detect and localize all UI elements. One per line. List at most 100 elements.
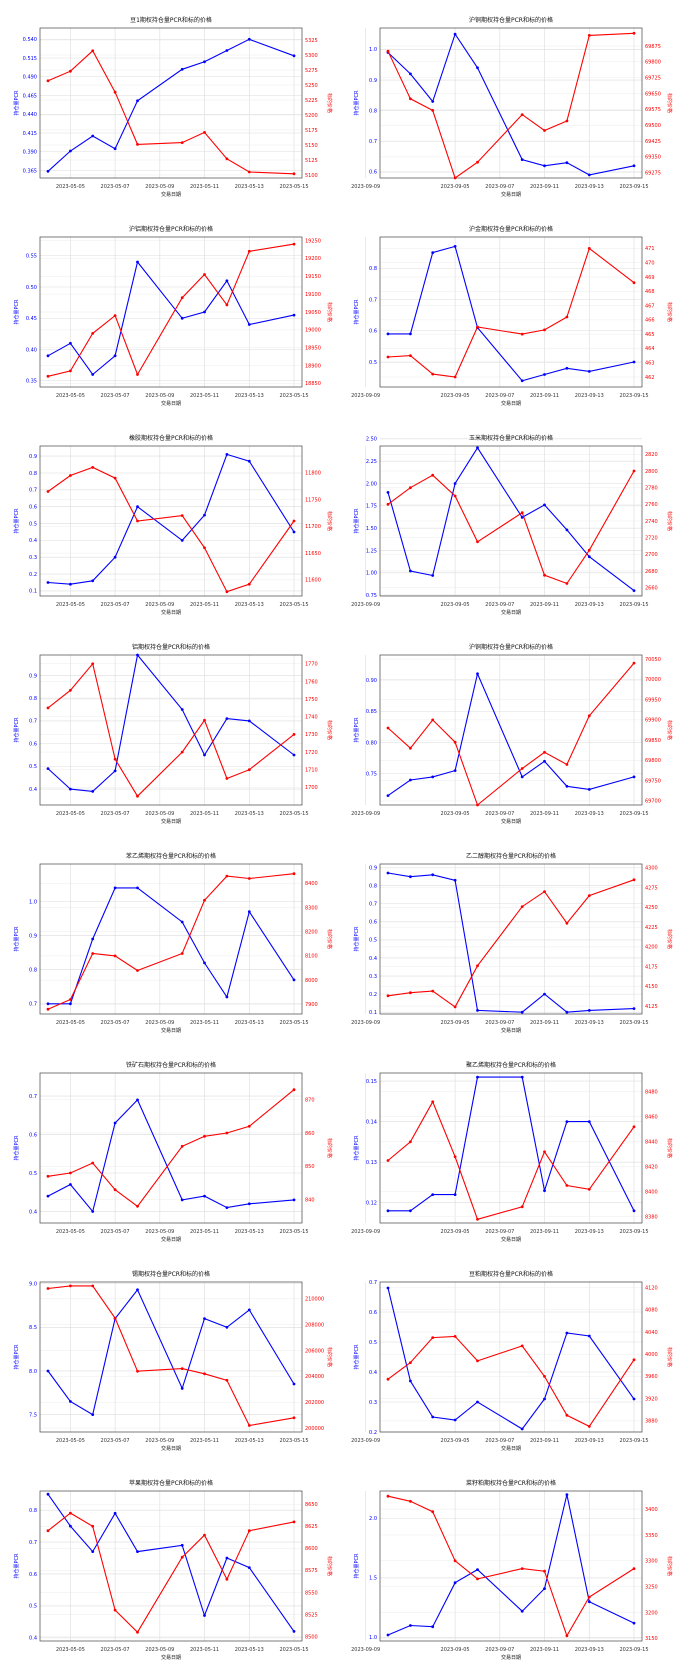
data-point-pcr bbox=[453, 32, 457, 36]
data-point-pcr bbox=[476, 1075, 479, 1079]
y-tick-label-right: 19250 bbox=[305, 238, 321, 244]
data-point-pcr bbox=[247, 323, 251, 326]
x-tick-label: 2023-09-15 bbox=[619, 602, 648, 608]
y-tick-label-left: 0.7 bbox=[369, 1280, 377, 1286]
series-line-price bbox=[387, 1335, 635, 1428]
data-point-price bbox=[113, 1608, 117, 1612]
y-tick-label-right: 69800 bbox=[645, 60, 661, 66]
data-point-price bbox=[180, 1555, 184, 1559]
y-tick-label-right: 3880 bbox=[645, 1419, 658, 1425]
y-tick-label-right: 204000 bbox=[305, 1374, 324, 1380]
plot-frame bbox=[379, 1490, 643, 1642]
data-point-price bbox=[136, 1630, 139, 1634]
data-point-price bbox=[632, 1567, 636, 1570]
y-axis-label-left: 持仓量PCR bbox=[13, 717, 20, 743]
y-tick-label-right: 202000 bbox=[305, 1400, 324, 1406]
y-tick-label-left: 0.7 bbox=[29, 488, 37, 494]
data-point-price bbox=[520, 767, 524, 770]
x-tick-label: 2023-05-13 bbox=[235, 1438, 264, 1444]
series-line-pcr bbox=[387, 446, 635, 592]
x-tick-label: 2023-05-15 bbox=[279, 1438, 308, 1444]
data-point-price bbox=[520, 1205, 524, 1209]
data-point-pcr bbox=[520, 775, 524, 779]
data-point-pcr bbox=[203, 310, 206, 314]
x-tick-label: 2023-05-13 bbox=[235, 811, 264, 817]
data-point-pcr bbox=[386, 332, 390, 336]
x-axis-label: 交易日期 bbox=[161, 1654, 181, 1661]
y-tick-label-left: 0.9 bbox=[29, 673, 37, 679]
y-tick-label-right: 8380 bbox=[645, 1215, 658, 1221]
data-point-price bbox=[203, 1533, 206, 1537]
y-tick-label-right: 1710 bbox=[305, 768, 318, 774]
data-point-pcr bbox=[476, 446, 479, 450]
chart-title: 苯乙烯期权持仓量PCR和标的价格 bbox=[126, 852, 216, 860]
data-point-price bbox=[292, 733, 296, 736]
y-tick-label-right: 8480 bbox=[645, 1090, 658, 1096]
data-point-pcr bbox=[543, 1189, 546, 1192]
x-axis-label: 交易日期 bbox=[501, 1445, 521, 1452]
x-tick-label: 2023-05-11 bbox=[190, 811, 219, 817]
data-point-pcr bbox=[180, 316, 184, 320]
series-line-price bbox=[47, 873, 295, 1010]
data-point-price bbox=[520, 1567, 524, 1570]
data-point-pcr bbox=[136, 1098, 139, 1102]
data-point-pcr bbox=[431, 775, 435, 779]
x-tick-label: 2023-05-15 bbox=[279, 1229, 308, 1235]
x-tick-label: 2023-05-05 bbox=[56, 184, 85, 190]
x-tick-label: 2023-09-15 bbox=[619, 1229, 648, 1235]
series-line-price bbox=[387, 247, 635, 378]
chart-3: 2023-05-05 2023-05-07 2023-05-09 2023-05-11… bbox=[13, 225, 333, 407]
data-point-pcr bbox=[587, 1120, 591, 1123]
x-tick-label: 2023-09-09 bbox=[351, 1438, 380, 1444]
data-point-pcr bbox=[453, 1418, 457, 1422]
plot-frame bbox=[379, 445, 643, 597]
series-line-price bbox=[47, 1512, 295, 1634]
data-point-price bbox=[203, 546, 206, 550]
y-axis-label-right: 标的价格 bbox=[666, 302, 673, 322]
data-point-pcr bbox=[180, 708, 184, 711]
data-point-price bbox=[203, 1372, 206, 1376]
y-tick-label-left: 0.85 bbox=[366, 709, 377, 715]
data-point-pcr bbox=[46, 1369, 50, 1373]
data-point-price bbox=[136, 143, 139, 146]
x-tick-label: 2023-09-11 bbox=[530, 1020, 559, 1026]
series-line-price bbox=[47, 49, 295, 175]
data-point-price bbox=[46, 1529, 50, 1533]
x-tick-label: 2023-05-11 bbox=[190, 184, 219, 190]
x-tick-label: 2023-05-07 bbox=[101, 1647, 130, 1653]
x-tick-label: 2023-05-05 bbox=[56, 393, 85, 399]
data-point-pcr bbox=[565, 1493, 569, 1496]
y-axis-label-right: 标的价格 bbox=[326, 720, 333, 740]
y-axis-label-left: 持仓量PCR bbox=[353, 1344, 360, 1370]
chart-16: 2023-09-05 2023-09-07 2023-09-09 2023-09-11… bbox=[351, 1479, 673, 1661]
data-point-pcr bbox=[409, 72, 412, 76]
y-axis-label-right: 标的价格 bbox=[666, 720, 673, 740]
data-point-pcr bbox=[587, 1334, 591, 1338]
y-tick-label-right: 69750 bbox=[645, 778, 661, 784]
data-point-price bbox=[247, 170, 251, 174]
data-point-pcr bbox=[69, 1524, 72, 1528]
y-tick-label-right: 4125 bbox=[645, 1004, 658, 1010]
data-point-price bbox=[632, 1125, 636, 1129]
y-tick-label-left: 0.9 bbox=[369, 78, 377, 84]
x-tick-label: 2023-09-05 bbox=[441, 393, 470, 399]
data-point-pcr bbox=[632, 589, 636, 592]
data-point-price bbox=[203, 718, 206, 722]
data-point-price bbox=[113, 90, 117, 94]
y-tick-label-left: 0.1 bbox=[29, 589, 37, 595]
data-point-pcr bbox=[136, 886, 139, 890]
y-tick-label-right: 11800 bbox=[305, 471, 321, 477]
data-point-price bbox=[113, 1316, 117, 1320]
data-point-price bbox=[453, 1155, 457, 1159]
series-line-pcr bbox=[47, 1288, 295, 1416]
data-point-pcr bbox=[476, 672, 479, 676]
y-axis-label-left: 持仓量PCR bbox=[13, 1135, 20, 1161]
y-tick-label-left: 0.7 bbox=[29, 719, 37, 725]
data-point-pcr bbox=[225, 49, 229, 52]
y-axis-label-left: 持仓量PCR bbox=[13, 299, 20, 325]
data-point-pcr bbox=[543, 503, 546, 507]
y-tick-label-right: 18950 bbox=[305, 346, 321, 352]
y-tick-label-right: 5250 bbox=[305, 83, 318, 89]
x-tick-label: 2023-09-13 bbox=[575, 393, 604, 399]
y-axis-label-left: 持仓量PCR bbox=[353, 508, 360, 534]
